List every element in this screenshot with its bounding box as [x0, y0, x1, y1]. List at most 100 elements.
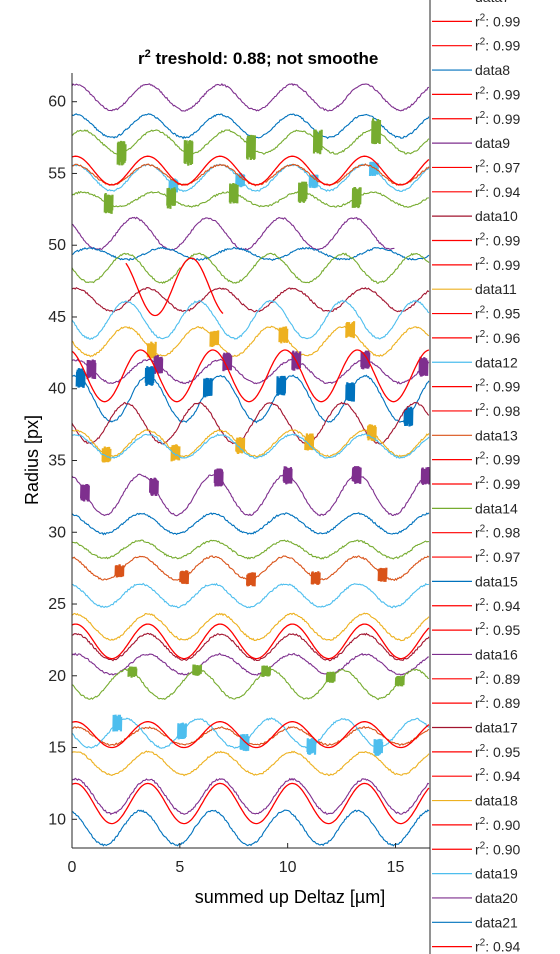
y-tick-label: 20: [48, 668, 66, 685]
legend-entry-label: data14: [475, 500, 518, 516]
series-line-28: [72, 717, 430, 749]
series-burst-18-6: [420, 466, 430, 485]
legend-entry-label: r2: 0.90: [475, 840, 520, 857]
y-tick-label: 30: [48, 524, 66, 541]
series-burst-18-2: [149, 477, 159, 497]
series-burst-13-3: [222, 352, 233, 372]
series-burst-12-3: [278, 326, 289, 344]
series-burst-14-4: [276, 375, 287, 396]
series-burst-21-2: [179, 570, 190, 585]
y-tick-label: 35: [48, 453, 66, 470]
series-line-19: [72, 512, 430, 536]
series-line-29: [72, 750, 430, 777]
legend-entry-label: data13: [475, 427, 518, 443]
series-burst-3-1: [116, 140, 127, 166]
x-tick-label: 15: [387, 859, 405, 876]
legend-entry-label: r2: 0.99: [475, 475, 520, 492]
series-burst-6-2: [166, 187, 177, 209]
legend-entry-label: r2: 0.95: [475, 621, 520, 638]
series-burst-18-1: [80, 483, 90, 502]
series-line-22: [72, 582, 429, 609]
y-tick-label: 10: [48, 811, 66, 828]
series-burst-14-1: [75, 368, 86, 388]
series-burst-28-2: [177, 722, 187, 740]
legend-entry-label: r2: 0.97: [475, 158, 520, 175]
series-burst-13-4: [291, 350, 302, 371]
series-line-13: [72, 358, 430, 385]
series-burst-26-4: [325, 671, 336, 683]
legend-entry-label: r2: 0.98: [475, 524, 520, 541]
legend-entry-label: r2: 0.94: [475, 938, 520, 954]
series-line-17: [72, 433, 430, 459]
x-tick-label: 5: [175, 859, 184, 876]
series-burst-3-2: [183, 140, 194, 166]
series-burst-4-4: [368, 161, 379, 177]
legend-entry-label: r2: 0.99: [475, 451, 520, 468]
series-line-30: [72, 777, 430, 816]
series-line-18: [72, 473, 429, 517]
y-tick-label: 55: [48, 165, 66, 182]
series-burst-13-6: [418, 356, 429, 377]
series-burst-14-3: [202, 377, 213, 398]
series-burst-18-3: [213, 468, 224, 487]
series-burst-3-3: [246, 134, 256, 161]
fit-line-4: [72, 623, 430, 660]
legend-entry-label: data11: [475, 281, 517, 297]
series-line-12: [72, 325, 430, 358]
x-tick-label: 0: [68, 859, 77, 876]
series-burst-12-4: [345, 321, 356, 339]
series-burst-21-4: [310, 571, 321, 585]
y-tick-label: 45: [48, 309, 66, 326]
legend-entry-label: r2: 0.99: [475, 85, 520, 102]
series-burst-14-6: [403, 406, 414, 427]
series-burst-28-4: [306, 737, 317, 755]
y-tick-label: 25: [48, 596, 66, 613]
legend-entry-label: r2: 0.94: [475, 597, 520, 614]
series-burst-6-5: [351, 186, 362, 209]
x-axis-label: summed up Deltaz [µm]: [195, 887, 385, 907]
series-line-10: [72, 286, 430, 313]
legend-entry-label: data9: [475, 135, 510, 151]
legend-entry-label: r2: 0.99: [475, 232, 520, 249]
fit-line-6: [72, 782, 430, 825]
series-burst-28-1: [112, 714, 123, 732]
series-line-20: [72, 539, 429, 560]
legend-entry-label: data21: [475, 914, 518, 930]
legend-entry-label: data20: [475, 890, 518, 906]
axes: 10 15 20 25 30 35 40 45 50 55 60 0 5 10 15: [48, 73, 430, 876]
series-burst-13-2: [153, 354, 164, 374]
series-burst-26-5: [394, 675, 405, 687]
series-burst-16-1: [101, 446, 112, 463]
y-tick-label: 50: [48, 237, 66, 254]
legend-entry-label: r2: 0.98: [475, 402, 520, 419]
legend-entry-label: r2: 0.94: [475, 767, 520, 784]
series-line-11: [72, 299, 430, 340]
y-tick-label: 40: [48, 381, 66, 398]
legend-entry-label: data18: [475, 793, 518, 809]
series-burst-6-1: [103, 192, 114, 214]
plot-area: [72, 82, 430, 847]
series-line-27: [72, 726, 430, 747]
legend-entry-label: data16: [475, 646, 518, 662]
series-burst-21-1: [114, 564, 125, 578]
legend-entry-label: r2: 0.95: [475, 743, 520, 760]
legend-entry-label: data7: [475, 0, 510, 5]
legend-box: [429, 0, 560, 954]
legend-entry-label: r2: 0.96: [475, 329, 520, 346]
series-burst-12-1: [146, 341, 157, 359]
series-burst-6-3: [228, 182, 239, 204]
legend-entry-label: r2: 0.99: [475, 12, 520, 29]
series-burst-16-2: [170, 444, 181, 462]
series-burst-16-3: [235, 437, 246, 455]
series-burst-16-4: [304, 433, 315, 451]
legend-entry-label: r2: 0.99: [475, 37, 520, 54]
series-line-14: [72, 374, 430, 424]
legend-entry-label: r2: 0.90: [475, 816, 520, 833]
y-axis-label: Radius [px]: [22, 415, 42, 505]
legend-entry-label: data12: [475, 354, 518, 370]
legend-entry-label: r2: 0.94: [475, 183, 520, 200]
series-burst-21-5: [377, 567, 388, 582]
fit-line-3: [72, 349, 430, 403]
series-burst-21-3: [246, 572, 256, 587]
